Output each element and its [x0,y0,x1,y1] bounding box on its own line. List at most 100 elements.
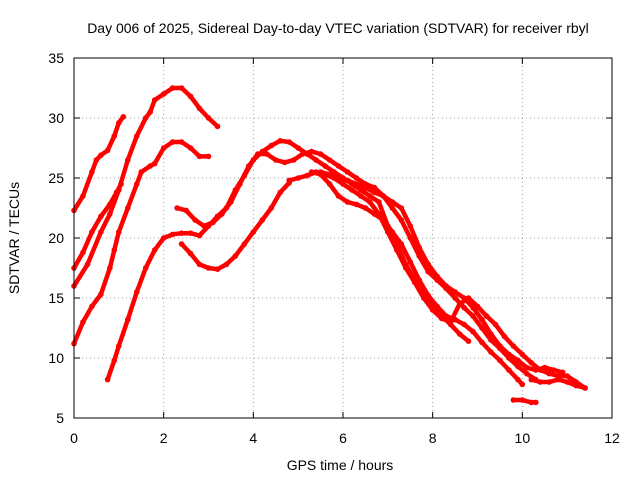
data-point [192,217,198,223]
data-point [474,303,481,310]
data-point [169,231,176,238]
data-point [326,157,333,163]
data-point [142,265,149,271]
data-point [537,379,544,385]
x-tick-label: 6 [339,430,347,446]
data-point [196,232,203,239]
data-point [389,205,396,211]
data-point [420,295,427,301]
data-point [308,169,315,175]
y-tick-label: 30 [48,110,64,126]
data-point [380,193,387,199]
series-arc-7 [178,180,293,273]
data-point [134,289,140,295]
data-point [461,321,467,328]
data-point [89,229,95,235]
y-tick-label: 10 [48,350,64,366]
data-point [80,249,86,256]
data-point [528,399,535,406]
series-line [105,138,471,382]
data-point [344,169,351,175]
data-point [196,105,203,112]
data-point [510,343,517,349]
data-point [344,177,351,184]
data-point [389,229,396,235]
data-point [160,235,167,241]
data-point [438,315,445,322]
data-point [295,175,302,181]
data-point [371,184,378,191]
data-point [93,157,100,163]
data-point [120,114,127,120]
data-point [358,193,364,199]
data-point [169,139,176,145]
data-point [125,205,131,211]
data-point [479,316,485,323]
data-point [429,307,436,313]
data-point [268,205,275,211]
data-point [107,265,113,271]
data-point [416,277,423,283]
data-point [416,244,423,251]
data-point [116,120,122,126]
data-point [178,139,185,145]
data-point [116,343,122,349]
data-point [407,223,414,229]
data-point [353,175,360,181]
axis-ticks: 0 2 4 6 8 10 12 5 10 15 20 25 30 35 [48,50,620,446]
data-point [111,357,118,364]
data-point [515,376,521,383]
data-point [470,328,476,335]
data-point [107,211,113,217]
data-point [299,151,306,157]
data-point [434,303,440,310]
data-point [187,250,194,257]
series-arc-10 [308,169,526,388]
data-point [555,376,561,383]
data-point [519,351,526,358]
data-point [497,357,503,364]
data-point [104,376,111,383]
data-point [542,364,548,371]
data-point [201,223,207,229]
data-point [259,217,266,223]
data-point [344,199,351,205]
data-point [98,152,104,158]
data-point [501,333,508,340]
data-point [237,181,243,187]
data-point [452,316,458,323]
x-tick-label: 0 [70,430,78,446]
data-point [353,181,360,187]
data-point [340,181,346,187]
data-point [147,109,153,115]
data-point [134,133,140,139]
data-point [281,159,288,166]
data-point [407,259,414,265]
data-point [582,385,588,391]
data-point [125,157,131,163]
data-point [376,199,382,205]
data-point [134,181,140,187]
data-point [116,187,122,193]
data-point [178,230,185,236]
x-tick-label: 8 [429,430,437,446]
y-tick-label: 5 [56,410,64,426]
data-point [322,163,328,169]
data-point [205,115,212,121]
data-point [151,160,158,167]
data-point [461,304,467,311]
data-point [564,379,570,385]
data-point [151,97,158,103]
data-point [98,213,104,220]
data-point [326,171,333,178]
data-point [210,219,216,226]
data-point [187,230,194,236]
data-point [304,172,310,179]
data-point [174,205,180,211]
data-point [546,379,552,385]
data-point [443,283,449,289]
data-point [465,338,472,345]
data-point [214,266,221,273]
data-point [205,153,212,160]
data-point [380,217,387,223]
